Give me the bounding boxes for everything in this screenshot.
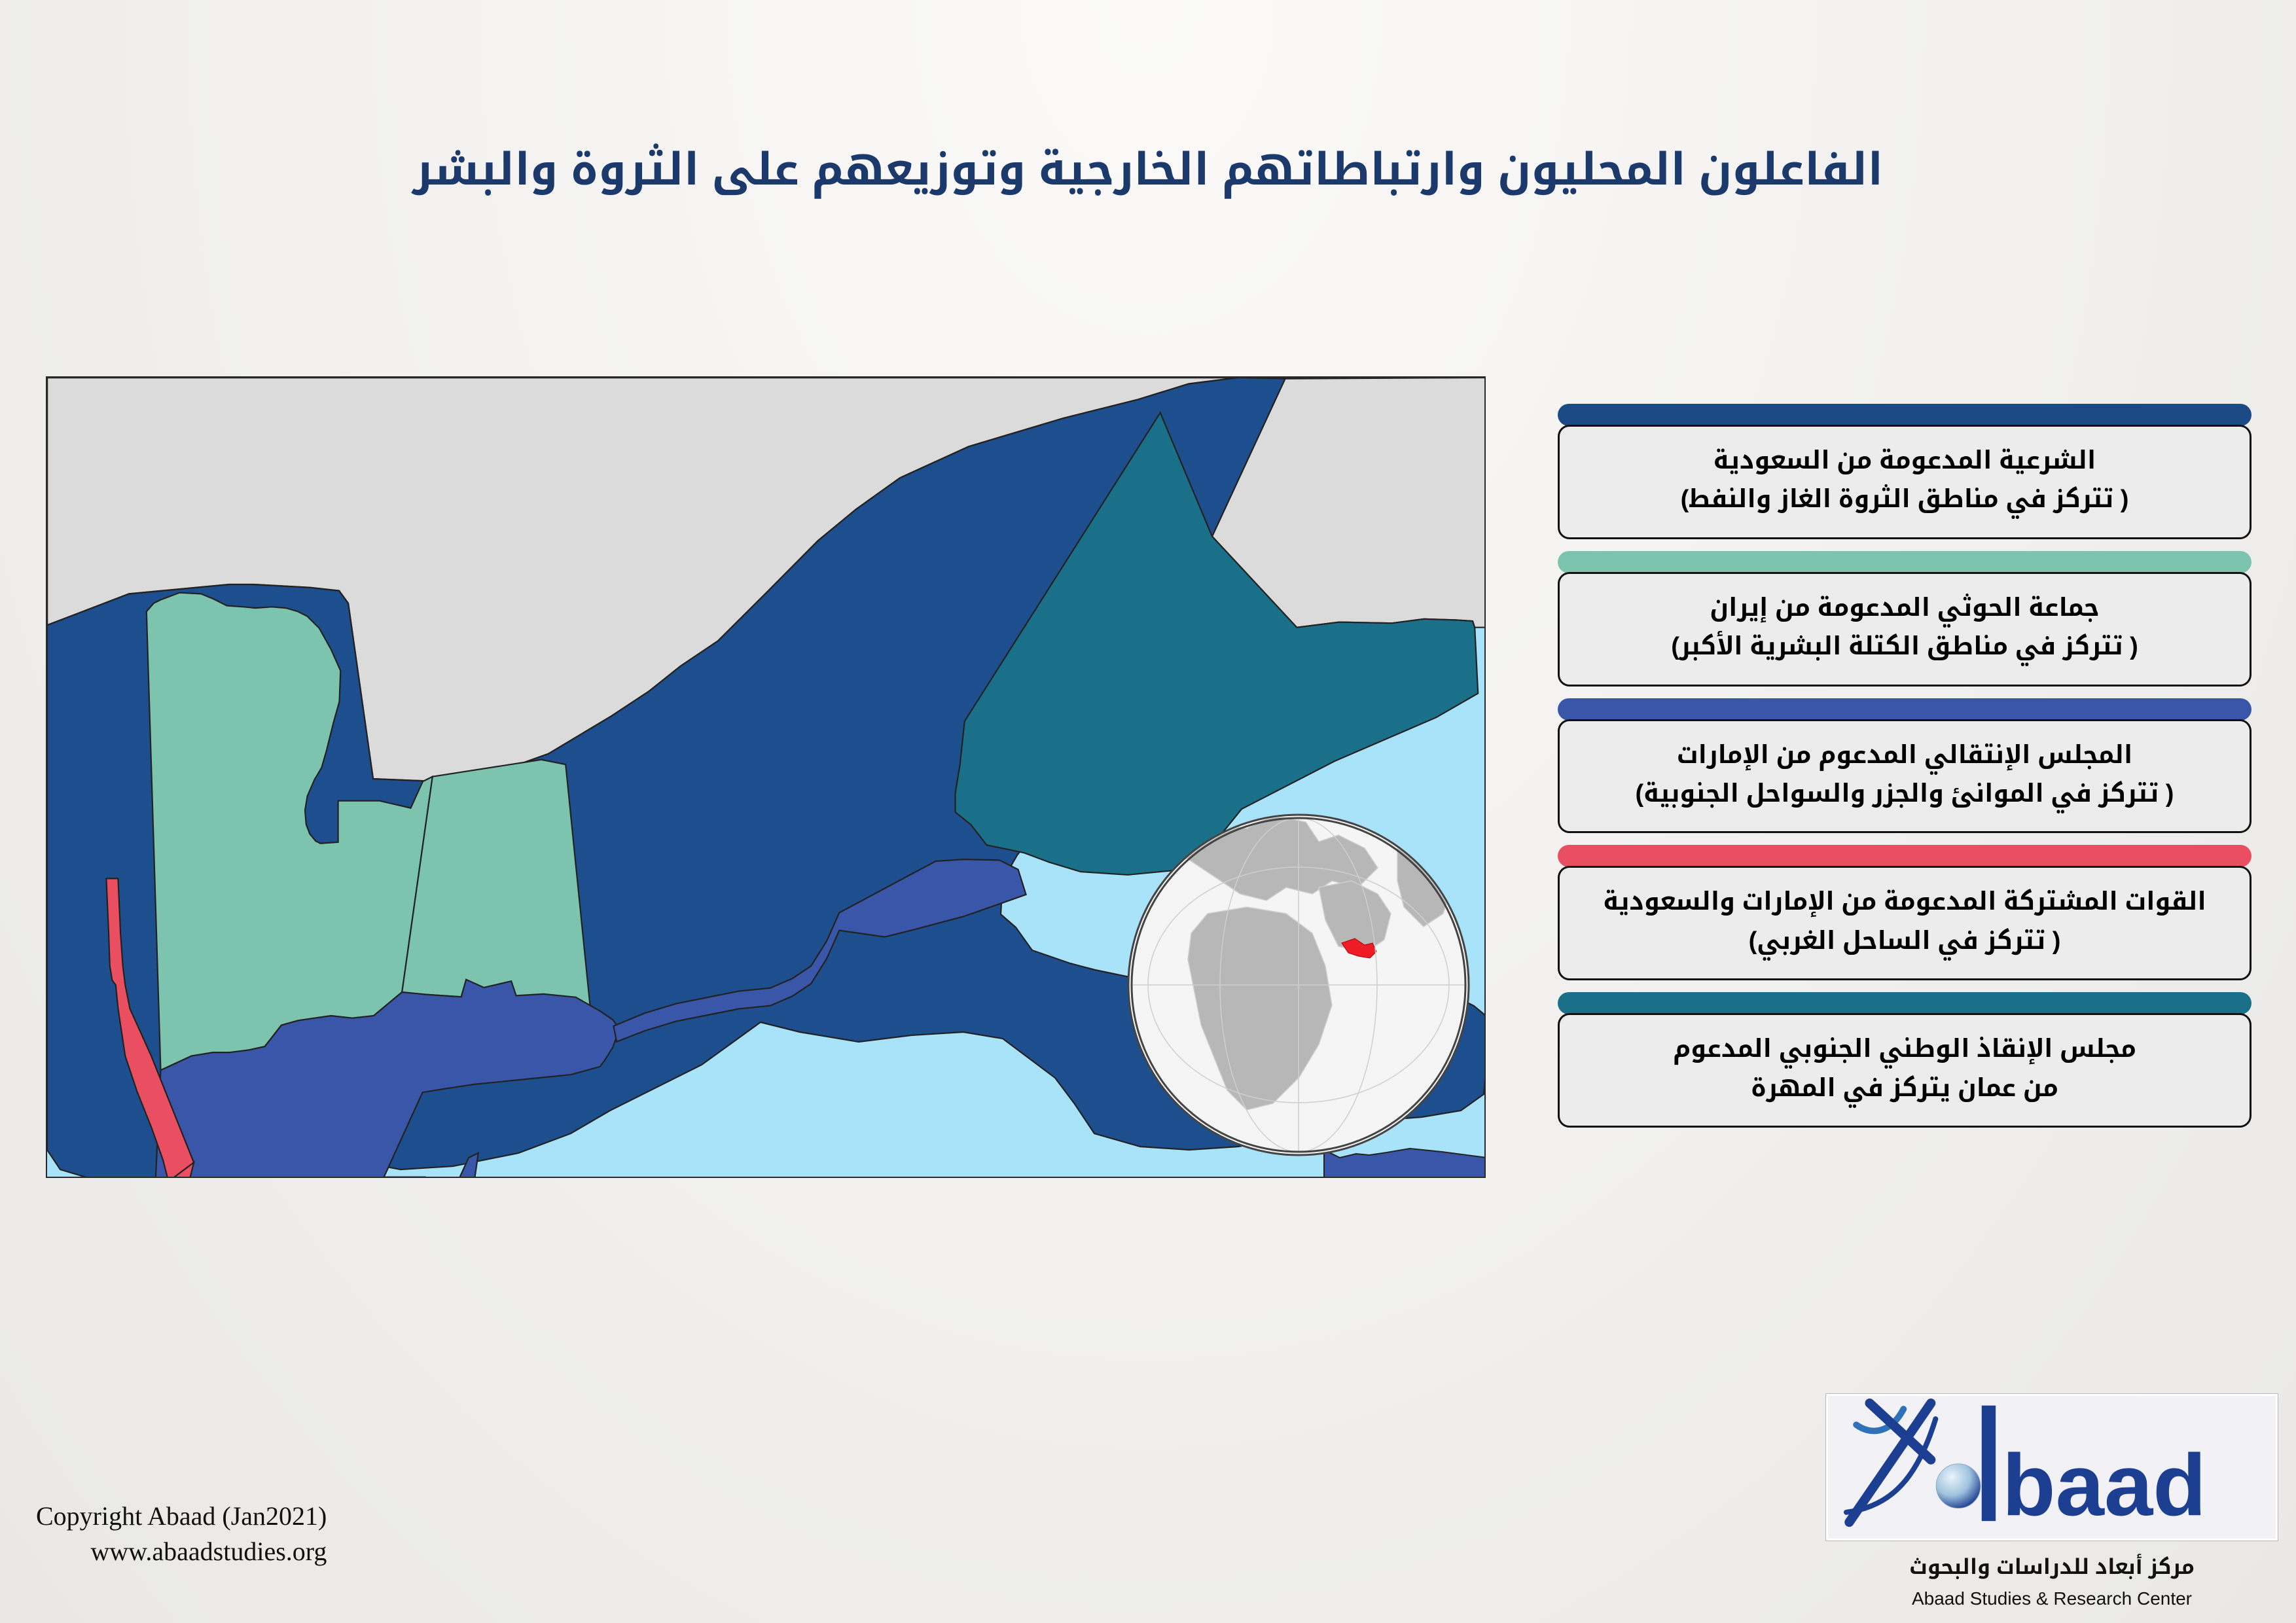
svg-text:baad: baad bbox=[2002, 1436, 2206, 1533]
